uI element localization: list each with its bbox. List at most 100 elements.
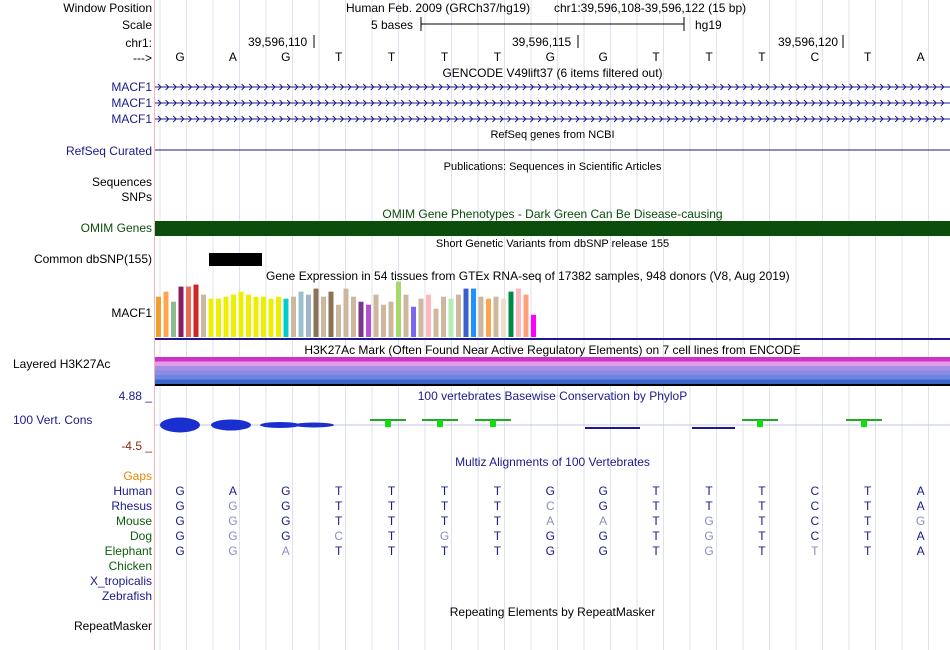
gtex-tissue-bar: [313, 288, 319, 337]
reference-base: T: [652, 50, 660, 64]
gtex-tissue-bar: [306, 294, 311, 337]
alignment-base: T: [758, 529, 766, 543]
reference-base: C: [810, 50, 820, 64]
h3k27ac-track-title[interactable]: H3K27Ac Mark (Often Found Near Active Re…: [304, 343, 801, 357]
alignment-base: G: [228, 529, 238, 543]
alignment-base: T: [387, 514, 396, 528]
alignment-base: G: [228, 499, 238, 513]
gtex-tissue-bar: [283, 298, 289, 337]
species-label[interactable]: Human: [113, 484, 152, 498]
reference-base: G: [598, 50, 608, 64]
gtex-tissue-bar: [328, 291, 334, 337]
alignment-base: G: [704, 514, 714, 528]
gencode-item-label[interactable]: MACF1: [111, 96, 152, 110]
alignment-base: T: [493, 484, 502, 498]
h3k27ac-label[interactable]: Layered H3K27Ac: [13, 357, 111, 371]
gtex-tissue-bar: [343, 288, 349, 337]
alignment-base: T: [705, 484, 713, 498]
gtex-tissue-bar: [396, 281, 401, 337]
alignment-base: T: [864, 514, 872, 528]
alignment-base: T: [758, 499, 766, 513]
refseq-label[interactable]: RefSeq Curated: [65, 144, 152, 158]
publications-label-sequences[interactable]: Sequences: [91, 175, 152, 189]
alignment-base: C: [545, 499, 555, 513]
alignment-base: T: [335, 484, 343, 498]
phylop-track-title[interactable]: 100 vertebrates Basewise Conservation by…: [417, 389, 688, 403]
alignment-base: A: [916, 499, 925, 513]
alignment-base: T: [440, 514, 449, 528]
coord-tick: 39,596,110: [248, 35, 308, 49]
h3k27ac-layer: [155, 357, 950, 362]
db-text: hg19: [695, 18, 722, 32]
alignment-base: G: [281, 499, 291, 513]
alignment-base: G: [228, 514, 238, 528]
reference-base: G: [281, 50, 291, 64]
gencode-track-title[interactable]: GENCODE V49lift37 (6 items filtered out): [442, 66, 663, 80]
alignment-base: T: [652, 544, 660, 558]
gtex-label[interactable]: MACF1: [111, 306, 152, 320]
omim-track-title[interactable]: OMIM Gene Phenotypes - Dark Green Can Be…: [382, 207, 723, 221]
phylop-label[interactable]: 100 Vert. Cons: [13, 413, 93, 427]
species-label[interactable]: Zebrafish: [101, 589, 152, 603]
repeatmasker-track-title[interactable]: Repeating Elements by RepeatMasker: [449, 605, 656, 619]
species-label[interactable]: Elephant: [104, 544, 152, 558]
alignment-base: G: [281, 484, 291, 498]
alignment-base: T: [335, 499, 343, 513]
alignment-base: G: [228, 544, 238, 558]
gtex-tissue-bar: [448, 298, 454, 337]
refseq-track-title[interactable]: RefSeq genes from NCBI: [490, 129, 615, 141]
alignment-base: G: [598, 544, 608, 558]
phylop-logo-base: [294, 422, 334, 428]
phylop-max-label: 4.88 _: [118, 389, 152, 403]
gaps-label: Gaps: [123, 469, 152, 483]
species-label[interactable]: Dog: [129, 529, 152, 543]
alignment-base: G: [439, 529, 450, 543]
chrom-label: chr1:: [125, 36, 152, 50]
reference-base: T: [758, 50, 766, 64]
publications-label-snps[interactable]: SNPs: [121, 190, 152, 204]
gencode-strand-chevrons: [157, 115, 945, 123]
dbsnp-track-title[interactable]: Short Genetic Variants from dbSNP releas…: [435, 238, 670, 250]
gtex-tissue-bar: [336, 304, 341, 337]
gtex-tissue-bar: [193, 284, 199, 337]
strand-label: --->: [133, 51, 152, 65]
gtex-tissue-bar: [373, 294, 379, 337]
publications-track-title[interactable]: Publications: Sequences in Scientific Ar…: [443, 161, 662, 173]
gtex-tissue-bar: [501, 298, 506, 337]
alignment-base: T: [652, 529, 660, 543]
species-label[interactable]: Rhesus: [111, 499, 152, 513]
window-position-label: Window Position: [63, 1, 152, 15]
gencode-strand-chevrons: [157, 83, 945, 91]
gencode-item-label[interactable]: MACF1: [111, 80, 152, 94]
phylop-logo-base: [160, 417, 200, 433]
alignment-base: T: [493, 499, 502, 513]
alignment-base: G: [175, 484, 185, 498]
omim-label[interactable]: OMIM Genes: [80, 221, 152, 235]
alignment-base: G: [915, 514, 926, 528]
alignment-base: T: [387, 544, 396, 558]
alignment-base: T: [758, 484, 766, 498]
gtex-tissue-bar: [441, 296, 446, 337]
scale-label: Scale: [121, 18, 152, 32]
dbsnp-label[interactable]: Common dbSNP(155): [33, 252, 152, 266]
alignment-base: G: [704, 544, 714, 558]
alignment-base: T: [652, 484, 660, 498]
alignment-base: G: [545, 529, 555, 543]
alignment-base: A: [281, 544, 290, 558]
h3k27ac-layer: [155, 379, 950, 385]
repeatmasker-label[interactable]: RepeatMasker: [73, 619, 152, 633]
alignment-base: T: [387, 484, 396, 498]
gtex-tissue-bar: [238, 291, 244, 337]
alignment-base: A: [916, 529, 925, 543]
alignment-base: G: [281, 529, 291, 543]
species-label[interactable]: Mouse: [115, 514, 152, 528]
alignment-base: T: [335, 544, 343, 558]
gtex-tissue-bar: [478, 296, 484, 337]
gtex-tissue-bar: [516, 288, 521, 337]
gencode-item-label[interactable]: MACF1: [111, 112, 152, 126]
species-label[interactable]: X_tropicalis: [89, 574, 152, 588]
species-label[interactable]: Chicken: [108, 559, 152, 573]
gtex-tissue-bar: [426, 294, 431, 337]
gtex-track-title[interactable]: Gene Expression in 54 tissues from GTEx …: [266, 269, 790, 283]
multiz-track-title[interactable]: Multiz Alignments of 100 Vertebrates: [455, 455, 650, 469]
